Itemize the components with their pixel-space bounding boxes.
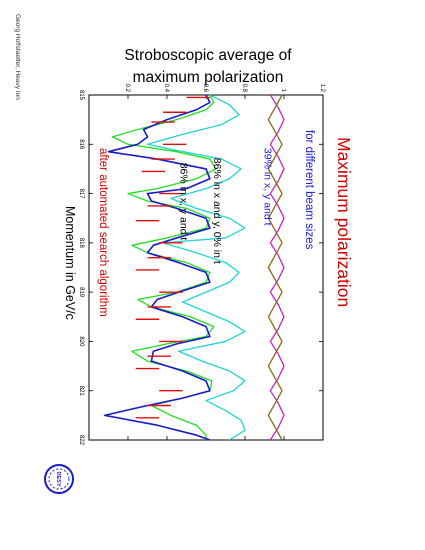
annotation-2: 86% in x, y and t [178, 163, 190, 241]
x-tick-label: 819 [78, 287, 84, 298]
chart-footer-note: after automated search algorithm [97, 148, 109, 317]
x-tick-label: 815 [78, 90, 84, 101]
y-tick-label: 0.4 [163, 84, 169, 93]
x-tick-label: 816 [78, 139, 84, 150]
y-tick-label: 0.2 [124, 84, 130, 93]
desy-logo-text: DESY [55, 472, 61, 487]
x-axis-label: Momentum in GeV/c [63, 206, 77, 320]
y-tick-label: 1 [280, 89, 286, 93]
annotation-0: 39% in x, y and t [262, 148, 274, 226]
chart-heading: Maximum polarization [334, 137, 354, 307]
series-line-0 [269, 94, 285, 441]
chart-title-line2: maximum polarization [133, 69, 284, 86]
chart-title-line1: Stroboscopic average of [124, 47, 292, 64]
series-line-4 [103, 94, 211, 441]
annotation-1: 86% in x and y, 0% in t [211, 158, 223, 264]
y-tick-label: 0.6 [202, 84, 208, 93]
y-tick-label: 0.8 [241, 84, 247, 93]
series-line-2 [146, 94, 246, 441]
series-line-1 [267, 94, 283, 441]
x-tick-label: 822 [78, 435, 84, 446]
y-tick-label: 1.2 [319, 84, 325, 93]
desy-logo: DESY [44, 464, 74, 494]
x-tick-label: 817 [78, 189, 84, 200]
chart-subheading: for different beam sizes [303, 130, 315, 250]
series-line-3 [111, 94, 217, 440]
x-tick-label: 821 [78, 386, 84, 397]
plot-area: 815 816 817 818 819 820 821 822 0.2 0.4 0.6 0.8 1 1.2… [78, 84, 325, 446]
side-note: Georg Hoffstaetter, Heavy Ion [14, 14, 21, 100]
x-tick-label: 820 [78, 336, 84, 347]
x-tick-label: 818 [78, 238, 84, 249]
plot-frame [88, 94, 324, 441]
